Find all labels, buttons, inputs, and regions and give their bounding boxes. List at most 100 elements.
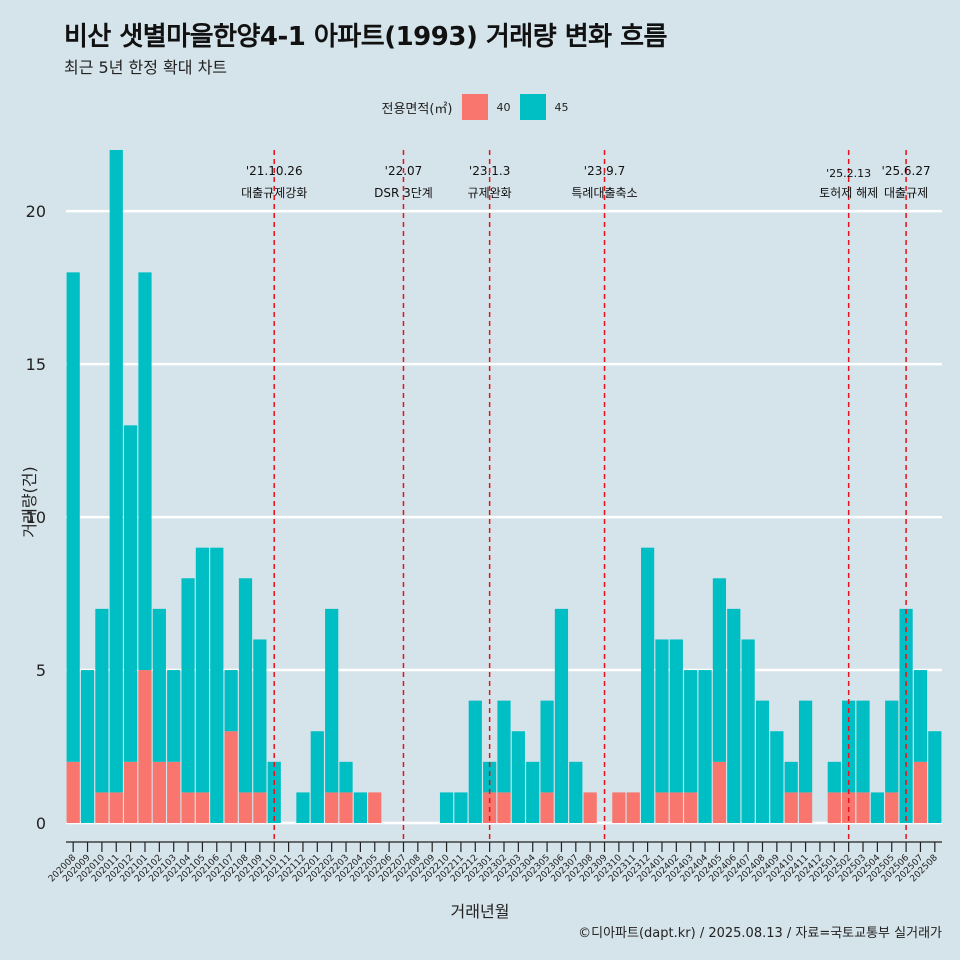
bar-40-202302 (497, 792, 511, 823)
legend-swatch-40 (462, 94, 489, 120)
event-label-5: 대출규제 (884, 186, 928, 200)
y-tick-label: 20 (26, 202, 46, 221)
bar-45-202103 (167, 670, 181, 762)
bar-45-202306 (554, 608, 569, 823)
legend: 전용면적(㎡) 40 45 (0, 92, 960, 122)
bar-40-202103 (167, 761, 181, 823)
bar-45-202307 (569, 761, 583, 823)
y-axis-title: 거래량(건) (20, 466, 39, 538)
bar-40-202403 (684, 792, 698, 823)
event-date-0: '21.10.26 (246, 164, 303, 178)
bar-40-202401 (655, 792, 669, 823)
bar-45-202305 (540, 700, 554, 793)
y-tick-label: 10 (26, 508, 46, 527)
bar-40-202410 (784, 792, 798, 823)
bar-45-202212 (468, 700, 482, 823)
event-date-4: '25.2.13 (826, 167, 871, 180)
bar-40-202305 (540, 792, 554, 823)
bar-40-202202 (325, 792, 339, 823)
bar-45-202211 (454, 792, 468, 823)
bar-45-202104 (181, 578, 195, 793)
event-label-4: 토허제 해제 (819, 186, 878, 200)
bar-40-202507 (913, 761, 928, 823)
bar-45-202402 (669, 639, 683, 793)
bar-40-202105 (195, 792, 210, 823)
bar-40-202008 (66, 761, 80, 823)
chart-title: 비산 샛별마을한양4-1 아파트(1993) 거래량 변화 흐름 (64, 22, 667, 52)
event-date-1: '22.07 (385, 164, 423, 178)
x-axis-title: 거래년월 (450, 902, 510, 921)
bar-40-202101 (138, 670, 152, 823)
bar-45-202201 (310, 731, 324, 823)
bar-45-202408 (755, 700, 770, 823)
bar-45-202506 (899, 608, 913, 823)
bar-45-202112 (296, 792, 310, 823)
bar-40-202107 (224, 731, 238, 823)
bar-45-202501 (827, 761, 841, 793)
bar-45-202210 (439, 792, 454, 823)
bar-40-202505 (885, 792, 899, 823)
chart-subtitle: 최근 5년 한정 확대 차트 (64, 58, 228, 77)
bar-45-202101 (138, 272, 152, 671)
bar-40-202411 (798, 792, 813, 823)
bar-40-202109 (253, 792, 267, 823)
y-tick-label: 0 (36, 814, 46, 833)
bar-45-202102 (152, 608, 166, 762)
event-label-2: 규제완화 (468, 186, 512, 200)
bar-45-202108 (238, 578, 253, 793)
bar-40-202405 (712, 761, 727, 823)
bar-40-202311 (626, 792, 640, 823)
legend-title: 전용면적(㎡) (381, 101, 453, 117)
bar-45-202409 (770, 731, 784, 823)
bar-40-202108 (238, 792, 253, 823)
bar-40-202501 (827, 792, 841, 823)
bar-45-202009 (80, 670, 95, 823)
bar-45-202401 (655, 639, 669, 793)
bar-45-202011 (109, 150, 123, 793)
event-label-1: DSR 3단계 (374, 186, 433, 200)
bar-40-202503 (856, 792, 870, 823)
bar-45-202404 (698, 670, 712, 823)
legend-label-40: 40 (496, 100, 511, 114)
bar-45-202010 (95, 608, 109, 793)
source-caption: ©디아파트(dapt.kr) / 2025.08.13 / 자료=국토교통부 실… (578, 926, 942, 941)
bar-40-202104 (181, 792, 195, 823)
bar-45-202407 (741, 639, 755, 823)
bar-45-202204 (353, 792, 367, 823)
bar-40-202310 (612, 792, 626, 823)
bar-40-202102 (152, 761, 166, 823)
bar-45-202503 (856, 700, 870, 793)
bar-45-202302 (497, 700, 511, 793)
bar-45-202312 (641, 547, 655, 823)
bar-45-202008 (66, 272, 80, 762)
bar-45-202411 (798, 700, 813, 793)
legend-label-45: 45 (554, 100, 569, 114)
bar-40-202203 (339, 792, 353, 823)
event-date-2: '23.1.3 (469, 164, 510, 178)
bar-40-202205 (368, 792, 382, 823)
y-tick-label: 15 (26, 355, 46, 374)
bar-40-202012 (124, 761, 138, 823)
bar-45-202012 (124, 425, 138, 762)
event-label-3: 특례대출축소 (571, 186, 637, 200)
bar-45-202301 (483, 761, 497, 793)
bar-45-202505 (885, 700, 899, 793)
event-date-5: '25.6.27 (882, 164, 931, 178)
bar-45-202109 (253, 639, 267, 793)
bar-45-202406 (727, 608, 741, 823)
bar-45-202202 (325, 608, 339, 793)
bar-45-202203 (339, 761, 353, 793)
event-label-0: 대출규제강화 (241, 186, 307, 200)
bar-45-202508 (928, 731, 942, 823)
event-date-3: '23.9.7 (584, 164, 625, 178)
bar-45-202504 (870, 792, 884, 823)
y-tick-label: 5 (36, 661, 46, 680)
bar-45-202106 (210, 547, 224, 823)
bar-45-202507 (913, 670, 928, 762)
bar-45-202304 (526, 761, 540, 823)
bar-45-202403 (684, 670, 698, 793)
bar-45-202107 (224, 670, 238, 732)
bar-40-202402 (669, 792, 683, 823)
bar-45-202303 (511, 731, 525, 823)
